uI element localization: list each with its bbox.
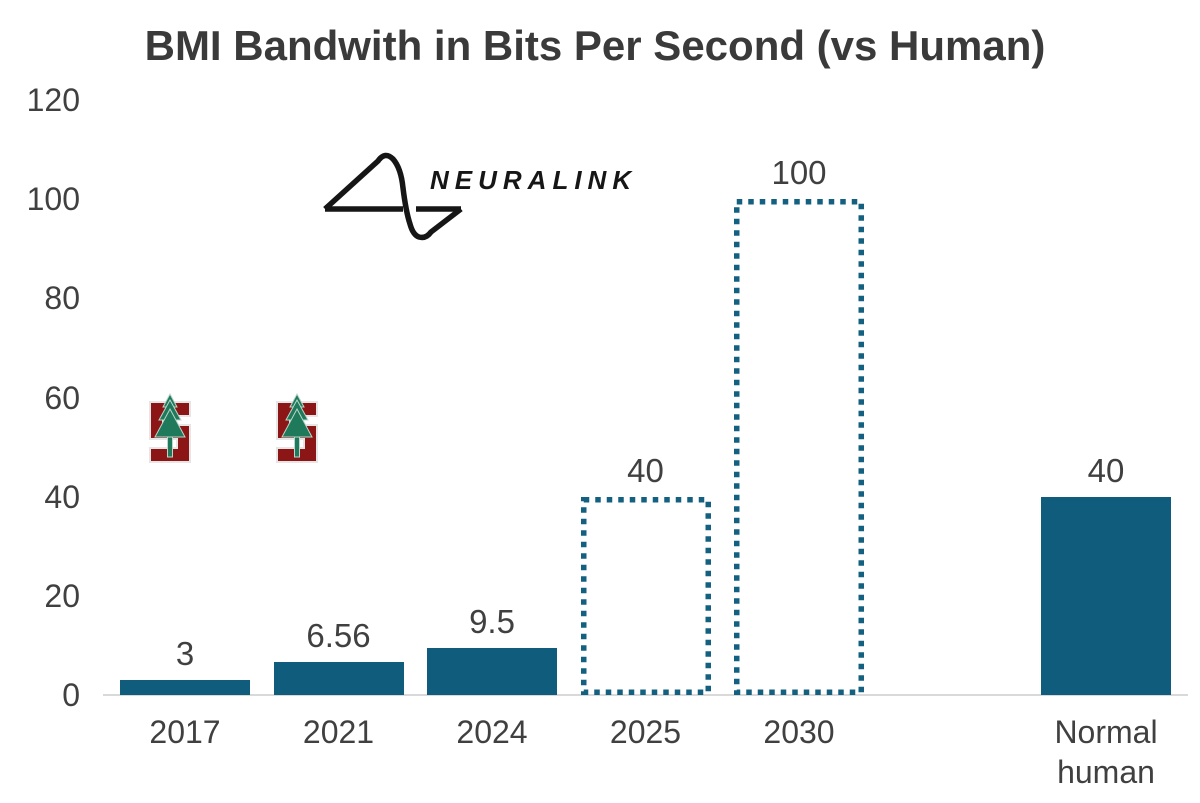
x-axis-label-2017: 2017 — [149, 714, 221, 750]
bar-2024 — [427, 648, 557, 695]
bar-2017 — [120, 680, 250, 695]
y-tick-label-80: 80 — [44, 280, 80, 317]
stanford-logo-icon — [149, 393, 191, 463]
value-label-2017: 3 — [175, 635, 195, 672]
neuralink-wordmark: NEURALINK — [430, 165, 638, 195]
x-axis-label-2030: 2030 — [763, 714, 835, 750]
bar-2025-dotted — [581, 497, 711, 695]
bar-2021 — [274, 662, 404, 695]
value-label-2021: 6.56 — [306, 617, 371, 654]
chart-title: BMI Bandwith in Bits Per Second (vs Huma… — [144, 22, 1046, 69]
x-axis-label-2025: 2025 — [609, 714, 682, 750]
value-label-normal-human: 40 — [1087, 452, 1125, 489]
y-tick-label-60: 60 — [44, 379, 80, 416]
y-tick-label-20: 20 — [44, 577, 80, 614]
y-tick-label-120: 120 — [26, 82, 80, 118]
y-tick-label-100: 100 — [26, 181, 80, 218]
neuralink-logo-icon — [323, 152, 463, 241]
value-label-2025: 40 — [627, 452, 664, 489]
bar-2030-dotted — [734, 199, 864, 695]
value-label-2024: 9.5 — [469, 603, 515, 640]
x-axis-line — [103, 694, 1188, 696]
x-axis-label-normal-human: Normal human — [1054, 714, 1158, 790]
y-tick-label-0: 0 — [62, 677, 80, 713]
stanford-logo-icon — [276, 393, 318, 463]
x-axis-label-2024: 2024 — [456, 714, 528, 750]
value-label-2030: 100 — [771, 154, 827, 191]
x-axis-label-2021: 2021 — [302, 714, 375, 750]
y-tick-label-40: 40 — [44, 478, 80, 515]
bar-normal-human — [1041, 497, 1171, 695]
